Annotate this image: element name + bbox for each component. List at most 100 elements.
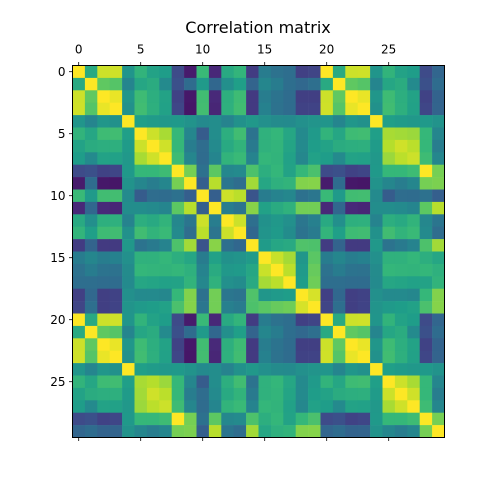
heatmap-cell (308, 239, 321, 252)
x-tick-label: 20 (319, 43, 334, 57)
heatmap-cell (134, 400, 148, 413)
heatmap-cell (357, 164, 371, 178)
heatmap-cell (407, 214, 420, 227)
heatmap-cell (394, 412, 408, 426)
heatmap-cell (109, 65, 123, 79)
heatmap-cell (308, 152, 321, 165)
heatmap-cell (246, 251, 259, 265)
heatmap-cell (159, 189, 172, 203)
heatmap-cell (432, 288, 445, 302)
heatmap-cell (246, 375, 259, 389)
heatmap-cell (84, 127, 98, 141)
heatmap-cell (370, 301, 383, 314)
heatmap-cell (357, 363, 371, 376)
heatmap-cell (382, 102, 396, 116)
heatmap-cell (146, 127, 160, 141)
heatmap-cell (171, 412, 185, 426)
heatmap-cell (171, 288, 185, 302)
heatmap-cell (394, 201, 408, 215)
heatmap-cell (134, 65, 148, 79)
heatmap-cell (320, 239, 334, 252)
heatmap-cell (72, 177, 86, 190)
heatmap-cell (407, 239, 420, 252)
heatmap-cell (208, 214, 222, 227)
heatmap-cell (345, 77, 358, 91)
heatmap-cell (84, 350, 98, 364)
heatmap-cell (345, 412, 358, 426)
heatmap-cell (258, 65, 272, 79)
heatmap-cell (357, 189, 371, 203)
heatmap-cell (370, 350, 383, 364)
heatmap-cell (270, 251, 284, 265)
heatmap-cell (270, 375, 284, 389)
heatmap-cell (308, 226, 321, 240)
heatmap-cell (295, 301, 309, 314)
heatmap-cell (320, 387, 334, 401)
heatmap-cell (122, 301, 135, 314)
heatmap-cell (233, 201, 247, 215)
heatmap-cell (320, 201, 334, 215)
heatmap-cell (432, 164, 445, 178)
heatmap-cell (171, 139, 185, 153)
heatmap-cell (407, 251, 420, 265)
heatmap-cell (233, 226, 247, 240)
heatmap-cell (109, 400, 123, 413)
heatmap-cell (208, 102, 222, 116)
heatmap-cell (270, 201, 284, 215)
heatmap-cell (394, 387, 408, 401)
heatmap-cell (233, 425, 247, 438)
heatmap-cell (134, 102, 148, 116)
heatmap-cell (357, 102, 371, 116)
heatmap-cell (370, 412, 383, 426)
heatmap-cell (258, 276, 272, 289)
heatmap-cell (84, 189, 98, 203)
heatmap-cell (382, 363, 396, 376)
heatmap-cell (221, 251, 234, 265)
heatmap-cell (246, 226, 259, 240)
heatmap-cell (332, 102, 346, 116)
heatmap-cell (394, 152, 408, 165)
heatmap-cell (208, 313, 222, 327)
heatmap-cell (122, 387, 135, 401)
heatmap-cell (134, 115, 148, 128)
heatmap-cell (332, 251, 346, 265)
heatmap-cell (146, 251, 160, 265)
heatmap-cell (171, 65, 185, 79)
heatmap-cell (332, 201, 346, 215)
heatmap-cell (407, 65, 420, 79)
heatmap-cell (357, 115, 371, 128)
heatmap-cell (72, 214, 86, 227)
heatmap-cell (258, 387, 272, 401)
heatmap-cell (208, 375, 222, 389)
heatmap-cell (97, 177, 110, 190)
heatmap-cell (394, 77, 408, 91)
heatmap-cell (196, 65, 210, 79)
heatmap-cell (382, 164, 396, 178)
heatmap-cell (72, 77, 86, 91)
heatmap-cell (308, 164, 321, 178)
heatmap-cell (432, 214, 445, 227)
heatmap-cell (208, 263, 222, 277)
heatmap-cell (270, 189, 284, 203)
heatmap-cell (208, 152, 222, 165)
heatmap-cell (308, 301, 321, 314)
heatmap-cell (196, 102, 210, 116)
heatmap-cell (370, 276, 383, 289)
heatmap-cell (233, 102, 247, 116)
heatmap-cell (122, 226, 135, 240)
heatmap-cell (370, 77, 383, 91)
heatmap-cell (122, 152, 135, 165)
heatmap-cell (332, 226, 346, 240)
heatmap-cell (159, 350, 172, 364)
heatmap-cell (382, 139, 396, 153)
heatmap-cell (345, 214, 358, 227)
heatmap-cell (221, 164, 234, 178)
heatmap-cell (370, 201, 383, 215)
heatmap-cell (97, 164, 110, 178)
heatmap-cell (196, 152, 210, 165)
heatmap-cell (295, 77, 309, 91)
heatmap-cell (72, 350, 86, 364)
heatmap-cell (221, 313, 234, 327)
heatmap-cell (184, 77, 197, 91)
heatmap-cell (270, 325, 284, 339)
